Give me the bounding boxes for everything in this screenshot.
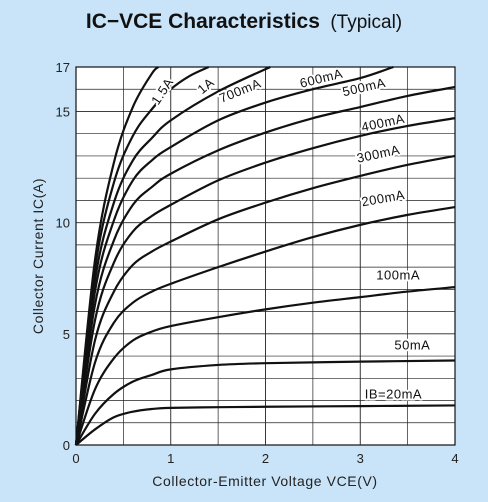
curve-50ma xyxy=(75,359,456,446)
curve-ib20ma xyxy=(75,404,456,446)
chart-subtitle: (Typical) xyxy=(330,12,402,33)
curve-600ma xyxy=(74,65,394,446)
curve-500ma xyxy=(74,85,456,446)
y-tick-label: 5 xyxy=(63,327,70,342)
curve-1.5a xyxy=(74,66,160,446)
x-tick-label: 3 xyxy=(357,451,364,466)
x-axis-label: Collector-Emitter Voltage VCE(V) xyxy=(152,473,377,489)
x-tick-label: 2 xyxy=(262,451,269,466)
curve-100ma xyxy=(74,286,456,446)
curve-700ma xyxy=(74,66,271,446)
curve-label: 50mA xyxy=(394,337,430,352)
curve-400ma xyxy=(74,117,456,446)
curve-label: 100mA xyxy=(376,267,420,282)
curve-label: IB=20mA xyxy=(365,386,422,401)
chart-title-main: IC−VCE Characteristics xyxy=(86,10,320,33)
y-tick-label: 17 xyxy=(56,60,70,75)
curve-300ma xyxy=(74,154,456,446)
curves xyxy=(74,65,456,446)
chart-title: IC−VCE Characteristics (Typical) xyxy=(86,10,402,33)
y-tick-label: 0 xyxy=(63,438,70,453)
y-axis-label: Collector Current IC(A) xyxy=(30,178,46,334)
curve-200ma xyxy=(74,205,456,446)
x-tick-label: 1 xyxy=(167,451,174,466)
curve-label-halo: 100mA xyxy=(376,267,420,282)
curve-label-halo: IB=20mA xyxy=(365,386,422,401)
y-tick-label: 10 xyxy=(56,216,70,231)
x-tick-label: 4 xyxy=(451,451,458,466)
curve-label: 200mA xyxy=(360,187,406,209)
tick-labels: 0 1 2 3 4 0 5 10 15 17 xyxy=(56,60,459,466)
x-tick-label: 0 xyxy=(72,451,79,466)
y-tick-label: 15 xyxy=(56,104,70,119)
curve-label-halo: 50mA xyxy=(394,337,430,352)
